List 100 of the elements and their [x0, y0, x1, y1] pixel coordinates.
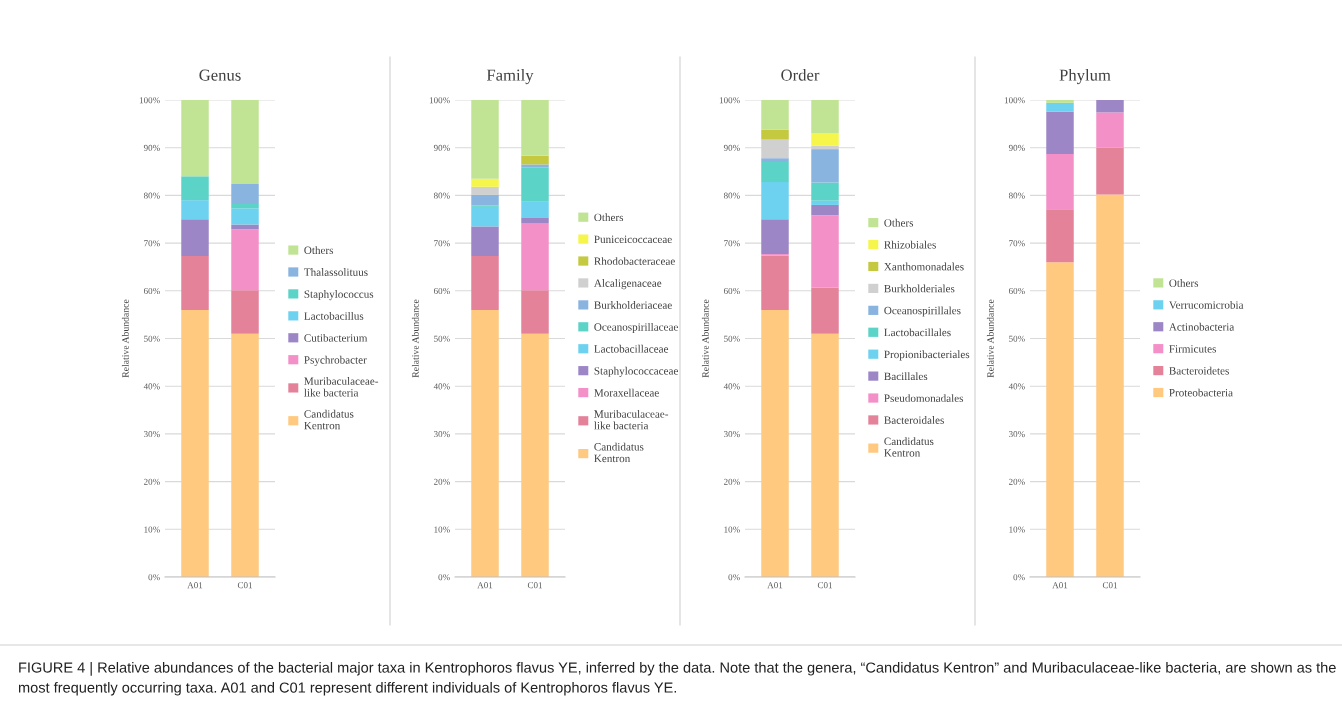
bar [181, 255, 209, 310]
bar [1096, 112, 1124, 148]
y-tick-label: 20% [433, 478, 450, 485]
legend-label: Cutibacterium [304, 333, 368, 342]
bar [181, 100, 209, 177]
y-axis-title: Relative Abundance [121, 299, 129, 378]
bar [1046, 209, 1074, 263]
legend-label: Burkholderiales [884, 284, 955, 293]
y-tick-label: 20% [723, 478, 740, 485]
bar [811, 200, 839, 205]
bar [1096, 100, 1124, 113]
bar [231, 208, 259, 225]
y-tick-label: 10% [1009, 526, 1025, 533]
bar [521, 217, 549, 224]
y-tick-label: 40% [143, 383, 160, 390]
bar [811, 287, 839, 334]
bar [471, 309, 499, 577]
bar [521, 155, 549, 165]
y-tick-label: 80% [143, 192, 160, 199]
legend-label: Burkholderiaceae [594, 301, 672, 309]
x-tick-label: A01 [1052, 582, 1068, 589]
x-tick-label: A01 [187, 582, 203, 589]
y-tick-label: 0% [728, 574, 740, 581]
bar [761, 182, 789, 220]
y-tick-label: 70% [434, 240, 450, 247]
bar [181, 176, 209, 201]
legend-label: Pseudomonadales [884, 394, 964, 402]
y-tick-label: 30% [434, 431, 450, 438]
bar [521, 223, 549, 291]
legend-label: Others [594, 213, 624, 222]
bar [471, 100, 499, 179]
caption: FIGURE 4 | Relative abundances of the bacterial major taxa in Kentrophoros flavus YE, inferred by the data. Note that the genera, “Candidatus Kentron” and Muribaculaceae-like bacteria, are shown as the most frequently occurring taxa. A01 and C01 represent different individuals of Kentrophoros flavus YE. [18, 662, 1336, 696]
bar [231, 229, 259, 291]
bar [811, 133, 839, 146]
bar [471, 206, 499, 227]
bar [181, 200, 209, 220]
bar [521, 333, 549, 577]
y-tick-label: 10% [724, 526, 740, 533]
legend-label: Candidatus Kentron [884, 437, 934, 457]
bar [181, 219, 209, 256]
bar [471, 226, 499, 256]
x-tick-label: A01 [477, 582, 493, 589]
y-tick-label: 50% [724, 335, 740, 342]
y-tick-label: 40% [433, 383, 450, 390]
y-tick-label: 10% [144, 526, 160, 533]
y-axis-title: Relative Abundance [411, 299, 419, 378]
bar [811, 215, 839, 288]
legend-label: Bacteroidales [884, 416, 944, 424]
bar [811, 149, 839, 183]
y-tick-label: 100% [429, 97, 450, 104]
y-tick-label: 70% [724, 240, 740, 247]
legend-label: Actinobacteria [1168, 322, 1235, 331]
x-tick-label: A01 [767, 582, 783, 589]
legend-label: Lactobacillaceae [594, 344, 669, 353]
y-tick-label: 70% [1009, 240, 1025, 247]
bar [1046, 262, 1074, 577]
bar [1046, 100, 1074, 103]
legend-label: Rhodobacteraceae [594, 257, 675, 265]
legend-label: Candidatus Kentron [304, 409, 354, 430]
y-tick-label: 100% [1004, 97, 1025, 104]
bar [811, 100, 839, 134]
bar [521, 167, 549, 202]
y-tick-label: 70% [144, 240, 160, 247]
bar [761, 129, 789, 140]
y-axis-title: Relative Abundance [701, 299, 709, 378]
bar [1096, 147, 1124, 195]
y-tick-label: 50% [1009, 335, 1025, 342]
y-tick-label: 20% [143, 478, 160, 485]
bar [471, 186, 499, 195]
y-tick-label: 60% [1008, 287, 1025, 295]
y-tick-label: 10% [434, 526, 450, 533]
legend-label: Verrucomicrobia [1168, 300, 1244, 309]
legend-label: Proteobacteria [1169, 388, 1233, 397]
y-tick-label: 20% [1008, 478, 1025, 485]
legend-label: Muribaculaceae- like bacteria [594, 409, 669, 430]
x-tick-label: C01 [817, 582, 832, 589]
legend-label: Lactobacillus [304, 311, 364, 320]
legend-label: Psychrobacter [304, 355, 367, 366]
legend-label: Bacteroidetes [1169, 366, 1229, 375]
bar [471, 194, 499, 206]
chart-title: Genus [199, 69, 241, 81]
y-tick-label: 90% [143, 144, 160, 151]
bar [521, 164, 549, 168]
legend-label: Staphylococcaceae [594, 366, 678, 377]
y-tick-label: 0% [1013, 574, 1025, 581]
bar [521, 100, 549, 156]
bar [231, 100, 259, 184]
bar [231, 333, 259, 577]
y-tick-label: 30% [1009, 431, 1025, 438]
bar [521, 201, 549, 218]
x-tick-label: C01 [237, 582, 252, 589]
y-tick-label: 80% [723, 192, 740, 199]
legend-label: Thalassolituus [304, 268, 368, 276]
y-tick-label: 90% [723, 144, 740, 151]
bar [811, 333, 839, 577]
bar [231, 224, 259, 230]
y-tick-label: 60% [143, 287, 160, 295]
legend-label: Alcaligenaceae [593, 279, 662, 290]
y-tick-label: 0% [148, 574, 160, 581]
chart-title: Order [781, 68, 820, 81]
